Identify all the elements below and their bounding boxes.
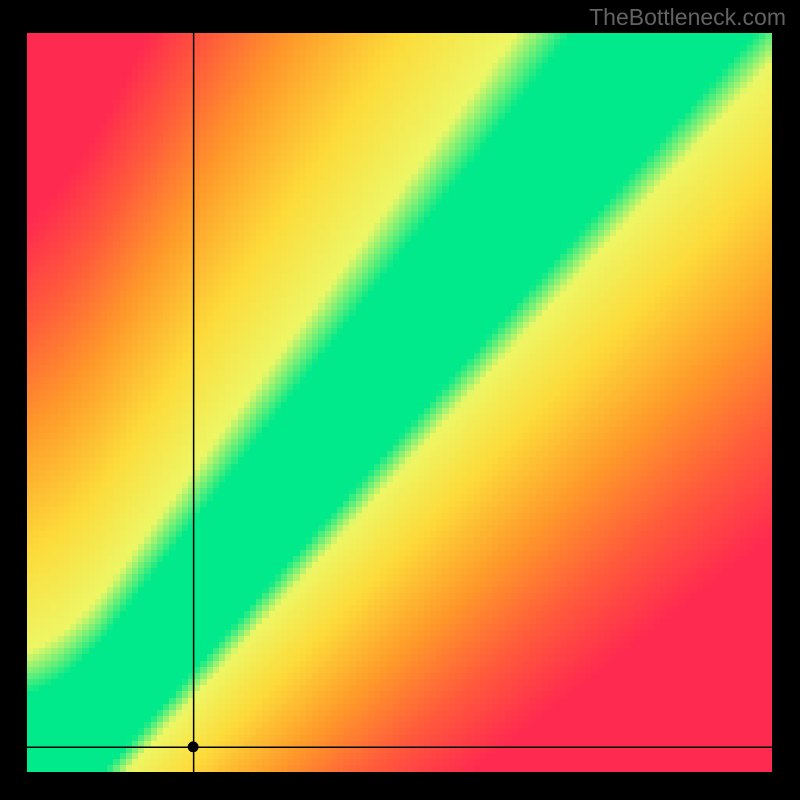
watermark-text: TheBottleneck.com [589, 4, 786, 31]
chart-container: TheBottleneck.com [0, 0, 800, 800]
bottleneck-heatmap [27, 33, 772, 772]
